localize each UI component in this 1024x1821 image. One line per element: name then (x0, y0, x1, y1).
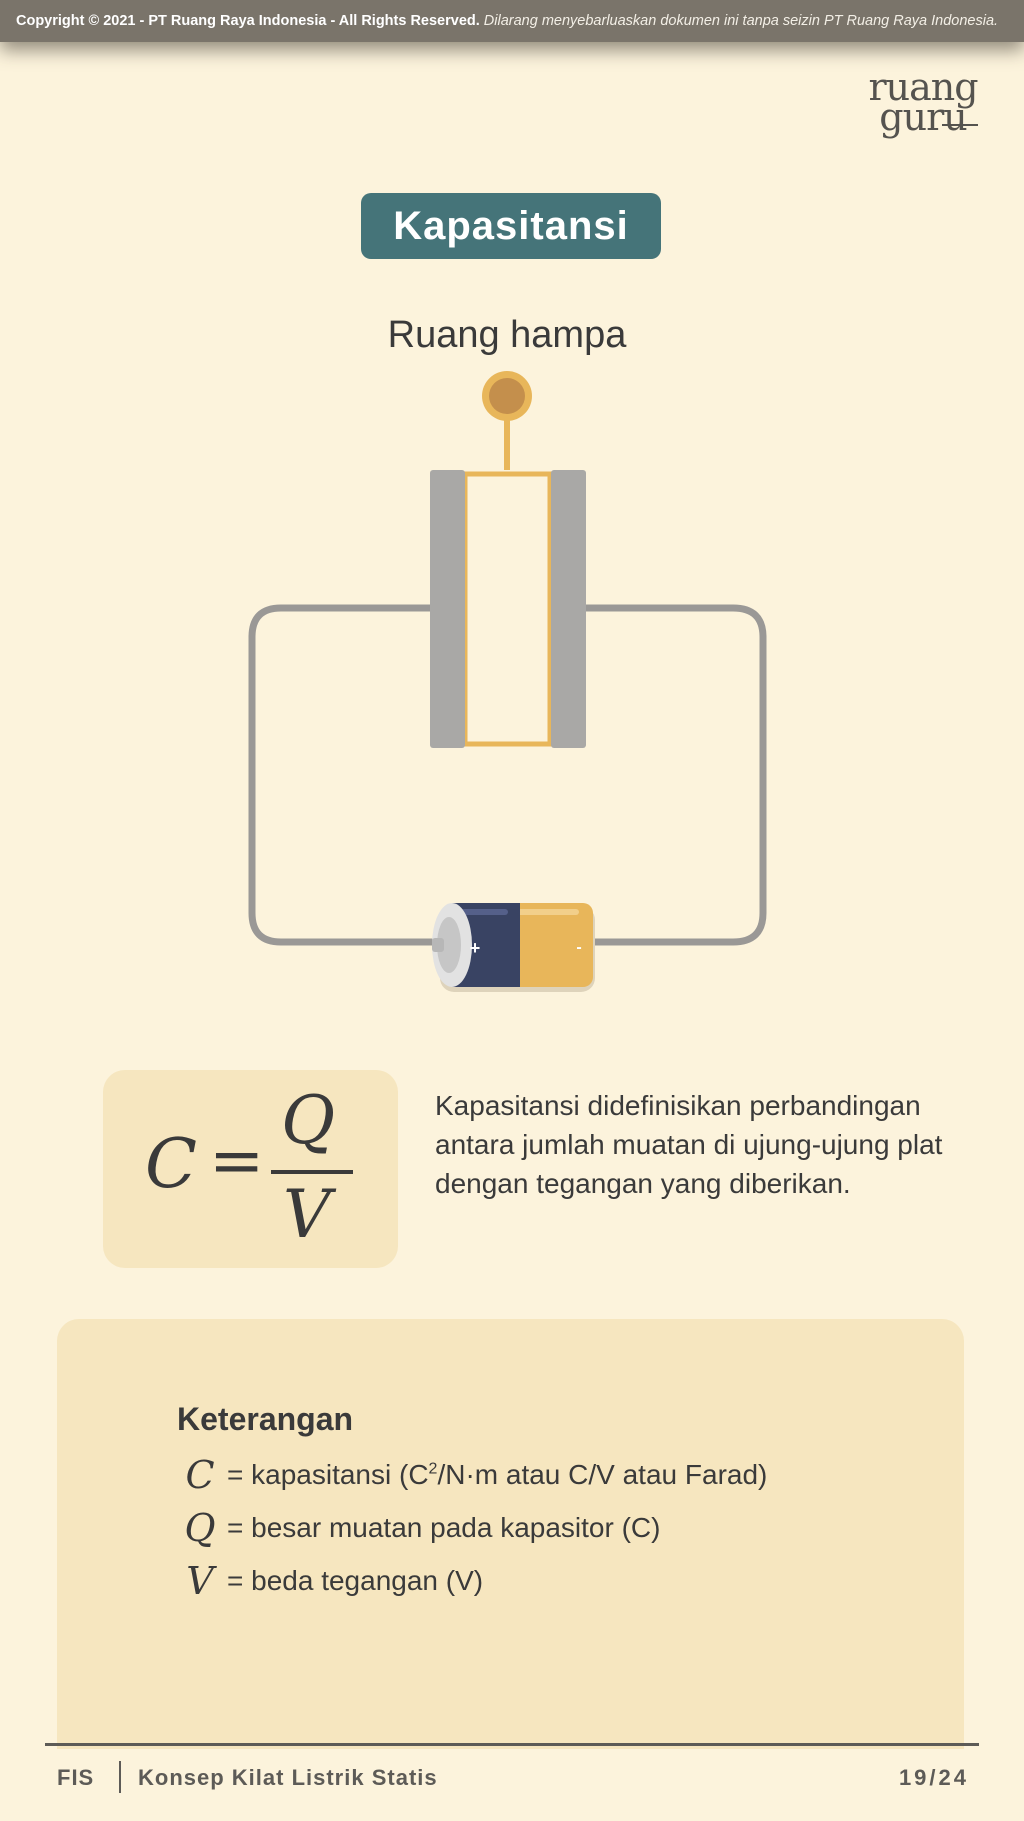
page-title: Kapasitansi (361, 193, 661, 259)
circuit-wire (248, 604, 439, 946)
info-row-q: Q = besar muatan pada kapasitor (C) (177, 1506, 660, 1556)
info-text-c-post: /N·m atau C/V atau Farad) (437, 1459, 768, 1490)
battery-icon: + - (432, 903, 595, 992)
info-text-c-pre: = kapasitansi (C (227, 1459, 429, 1490)
info-var-c: C (185, 1453, 215, 1497)
info-panel: Keterangan C = kapasitansi (C2/N·m atau C… (57, 1319, 964, 1749)
footer-divider-line (45, 1743, 979, 1746)
footer-separator (119, 1761, 121, 1793)
copyright-bar: Copyright © 2021 - PT Ruang Raya Indones… (0, 0, 1024, 42)
info-text-q: = besar muatan pada kapasitor (C) (227, 1512, 661, 1543)
info-var-v: V (186, 1559, 214, 1603)
footer-subject: FIS (57, 1765, 95, 1790)
diagram-label: Ruang hampa (387, 314, 627, 356)
formula-q: Q (281, 1082, 336, 1159)
battery-plus-label: + (470, 938, 481, 958)
formula-v: V (283, 1176, 331, 1253)
copyright-notice: Dilarang menyebarluaskan dokumen ini tan… (479, 13, 999, 29)
info-title: Keterangan (177, 1401, 354, 1437)
formula-equals: = (209, 1122, 265, 1199)
info-text-c-sup: 2 (428, 1460, 438, 1478)
circuit-wire-right (581, 604, 767, 946)
logo-underline (942, 124, 978, 126)
info-row-c: C = kapasitansi (C2/N·m atau C/V atau Far… (177, 1453, 767, 1503)
info-text-v: = beda tegangan (V) (227, 1565, 484, 1596)
page-number: 19/24 (898, 1765, 969, 1790)
logo-line-2: guru (879, 95, 967, 139)
fraction-bar (271, 1170, 353, 1174)
vacuum-gap (462, 471, 553, 747)
capacitor-circuit-diagram: + - (248, 371, 767, 992)
footer: FIS Konsep Kilat Listrik Statis 19/24 (57, 1761, 969, 1795)
info-text-c: = kapasitansi (C2/N·m atau C/V atau Fara… (227, 1459, 767, 1490)
footer-topic: Konsep Kilat Listrik Statis (138, 1765, 438, 1790)
definition-text: Kapasitansi didefinisikan perbandingan a… (435, 1090, 943, 1199)
formula-c: C (145, 1125, 198, 1204)
info-var-q: Q (184, 1506, 216, 1550)
ruangguru-logo: ruang guru (868, 65, 978, 139)
battery-minus-label: - (576, 939, 581, 956)
logo-line-1: ruang (868, 65, 978, 109)
info-row-v: V = beda tegangan (V) (177, 1559, 483, 1609)
capacitor-plate-left (430, 470, 465, 748)
copyright-text: Copyright © 2021 - PT Ruang Raya Indones… (16, 13, 480, 29)
terminal-knob-inner (489, 378, 525, 414)
capacitor-plate-right (551, 470, 586, 748)
formula-box: C = Q V (103, 1070, 398, 1268)
